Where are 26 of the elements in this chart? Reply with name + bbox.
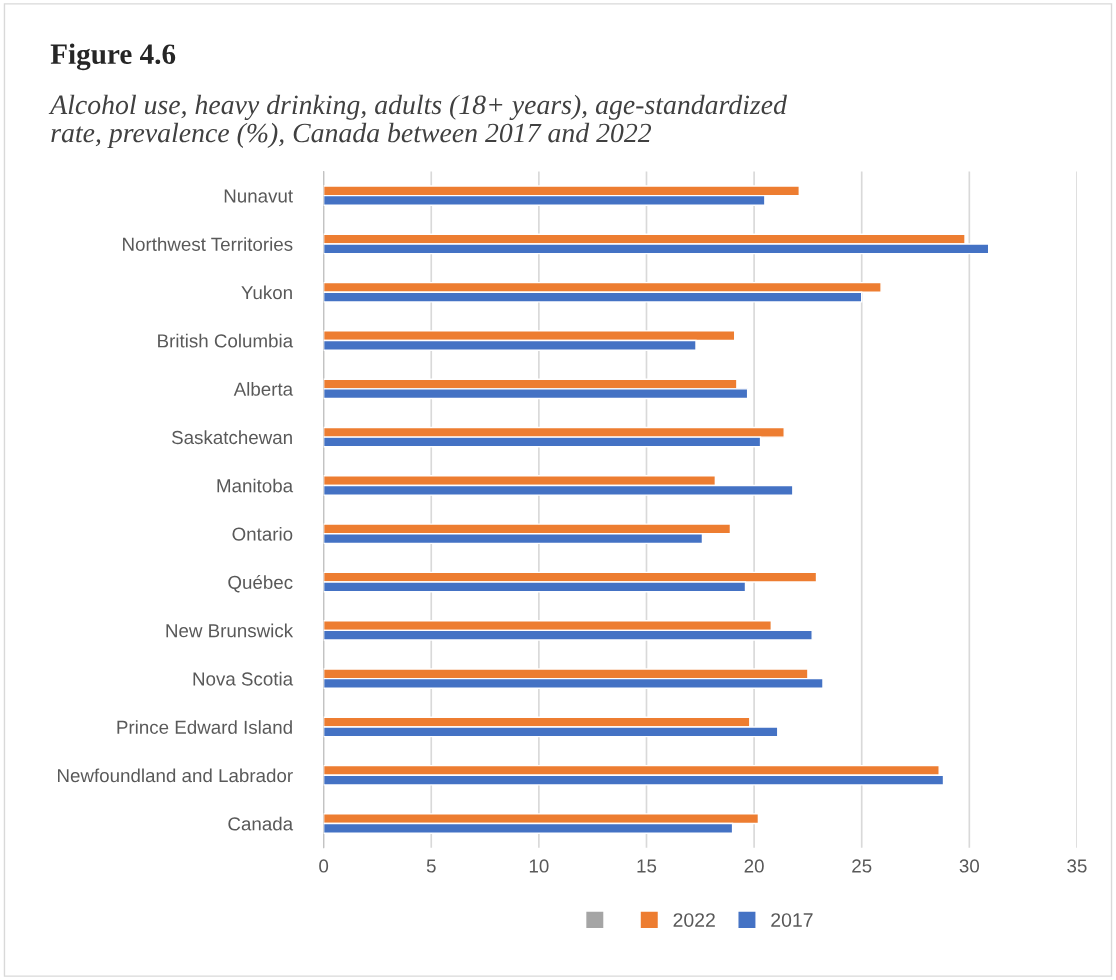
legend-label: 2017 [771, 913, 813, 927]
y-tick-label: Northwest Territories [123, 237, 293, 251]
y-tick-label: Prince Edward Island [117, 720, 292, 734]
x-tick-label: 15 [637, 859, 657, 873]
y-tick-label: British Columbia [158, 333, 294, 348]
y-tick-label: Saskatchewan [171, 430, 292, 445]
x-tick-label: 10 [529, 859, 549, 873]
y-tick-label: Manitoba [217, 478, 294, 493]
y-tick-label: Newfoundland and Labrador [58, 768, 293, 783]
y-tick-label: Nunavut [224, 189, 293, 203]
x-tick-label: 30 [959, 859, 980, 873]
x-tick-label: 0 [319, 859, 329, 873]
x-tick-label: 20 [744, 859, 764, 873]
y-tick-label: Québec [228, 575, 293, 593]
legend-label: 2022 [673, 913, 715, 927]
y-tick-label: Alberta [233, 382, 294, 396]
y-tick-label: Canada [228, 816, 294, 831]
y-tick-label: Yukon [241, 285, 292, 300]
y-tick-label: Ontario [232, 526, 293, 541]
x-tick-label: 5 [426, 859, 436, 873]
chart-subtitle: Alcohol use, heavy drinking, adults (18+ years), age-standardized rate, prevalence (%), Canada between 2017 and 2022 [48, 94, 787, 149]
y-tick-label: Nova Scotia [193, 671, 294, 686]
y-tick-label: New Brunswick [166, 623, 294, 638]
x-tick-label: 35 [1067, 859, 1087, 873]
x-tick-label: 25 [852, 859, 872, 873]
chart-title: Figure 4.6 [50, 43, 176, 71]
